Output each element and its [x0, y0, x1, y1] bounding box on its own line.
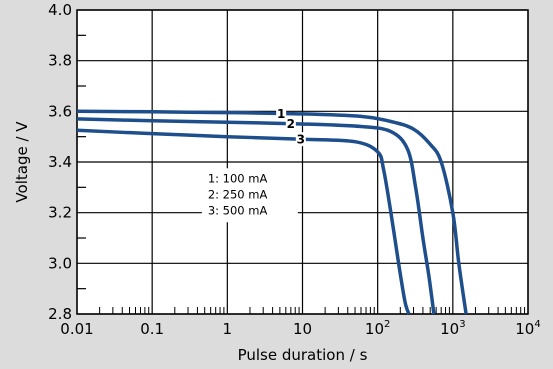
series-3-label-bg — [295, 132, 306, 147]
series-1-line — [76, 109, 468, 315]
series-2-label: 2 — [287, 117, 295, 131]
legend-entry-1: 1: 100 mA — [208, 171, 268, 185]
series-1-label: 1 — [277, 107, 285, 121]
y-tick-label: 3.6 — [48, 102, 72, 120]
x-axis-title: Pulse duration / s — [238, 346, 368, 364]
series-3-label: 3 — [297, 133, 305, 147]
series-2-line — [76, 117, 436, 315]
x-tick-label: 0.01 — [60, 320, 93, 338]
series-2-label-bg — [285, 116, 296, 131]
x-tick-label: 10 — [293, 320, 312, 338]
series-3-line — [76, 128, 411, 315]
legend-box — [201, 168, 298, 223]
series-1-label-bg — [276, 106, 287, 121]
x-tick-label: 104 — [515, 319, 540, 338]
y-axis-title: Voltage / V — [13, 121, 31, 203]
y-tick-label: 3.4 — [48, 153, 72, 171]
y-tick-label: 3.2 — [48, 204, 72, 222]
x-tick-label: 0.1 — [140, 320, 164, 338]
legend-entry-3: 3: 500 mA — [208, 203, 268, 217]
x-tick-label: 102 — [365, 319, 390, 338]
y-tick-label: 3.0 — [48, 254, 72, 272]
plot-border — [76, 9, 529, 315]
y-tick-label: 3.8 — [48, 52, 72, 70]
y-tick-label: 2.8 — [48, 305, 72, 323]
x-tick-label: 1 — [223, 320, 233, 338]
y-tick-label: 4.0 — [48, 1, 72, 19]
legend-entry-2: 2: 250 mA — [208, 187, 268, 201]
x-tick-label: 103 — [440, 319, 465, 338]
